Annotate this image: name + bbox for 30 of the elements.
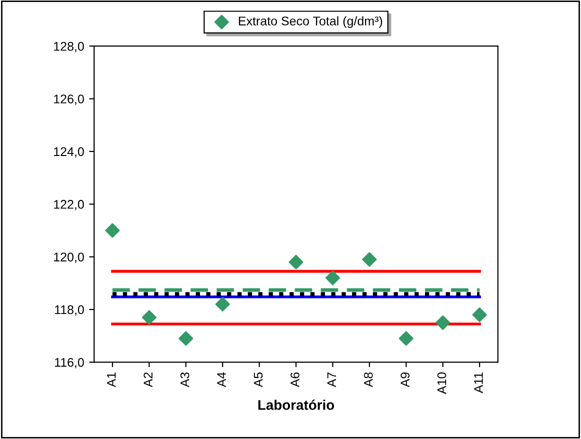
y-tick-label: 118,0: [54, 305, 84, 316]
point: [142, 310, 156, 325]
x-tick-label: A8: [364, 372, 373, 388]
point: [436, 315, 450, 330]
point: [325, 270, 340, 286]
point: [398, 331, 414, 346]
x-tick-label: A9: [400, 372, 410, 388]
point: [472, 307, 487, 322]
point: [105, 223, 120, 238]
x-tick-label: A5: [254, 372, 263, 388]
y-tick-label: 116,0: [54, 358, 84, 368]
y-tick-label: 128,0: [54, 42, 84, 52]
point: [215, 296, 230, 312]
x-axis-title: Laboratório: [258, 400, 334, 410]
x-tick-label: A3: [180, 372, 190, 388]
y-tick-label: 124,0: [54, 147, 84, 158]
x-tick-label: A10: [437, 372, 446, 394]
x-tick-label: A6: [290, 372, 300, 388]
x-tick-label: A2: [144, 372, 152, 388]
y-tick-label: 122,0: [54, 200, 84, 210]
point: [178, 331, 194, 346]
x-tick-label: A11: [474, 372, 483, 394]
x-tick-label: A7: [327, 372, 336, 388]
point: [288, 254, 304, 270]
x-tick-label: A4: [217, 372, 226, 388]
point: [362, 252, 377, 267]
legend-label: Extrato Seco Total (g/dm³): [238, 16, 382, 28]
y-tick-label: 120,0: [54, 252, 84, 263]
y-tick-label: 126,0: [54, 94, 84, 105]
x-tick-label: A1: [107, 372, 116, 388]
